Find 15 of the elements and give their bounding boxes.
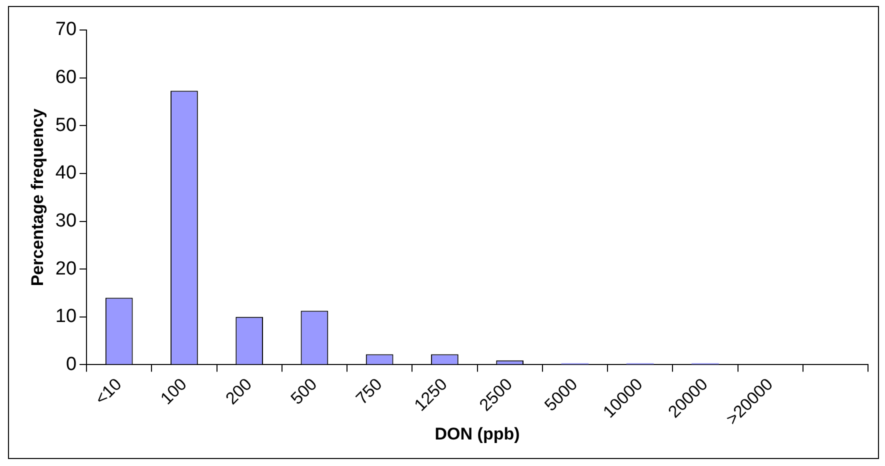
y-tick-label: 50 [55, 114, 77, 136]
x-tick-label: 200 [222, 374, 256, 408]
x-tick-label: <10 [91, 374, 126, 408]
y-tick-label: 20 [55, 258, 77, 280]
y-tick-label: 10 [55, 306, 77, 328]
x-tick-label: 100 [156, 374, 190, 408]
y-tick-label: 60 [55, 67, 77, 88]
x-tick-label: 500 [287, 374, 321, 408]
x-tick-label: 750 [352, 374, 386, 408]
y-tick-label: 30 [55, 210, 77, 232]
y-axis-title: Percentage frequency [28, 108, 47, 286]
y-tick-label: 70 [55, 19, 77, 40]
y-tick-label: 40 [55, 162, 77, 184]
y-tick-label: 0 [66, 354, 77, 375]
x-axis-title: DON (ppb) [434, 424, 520, 444]
